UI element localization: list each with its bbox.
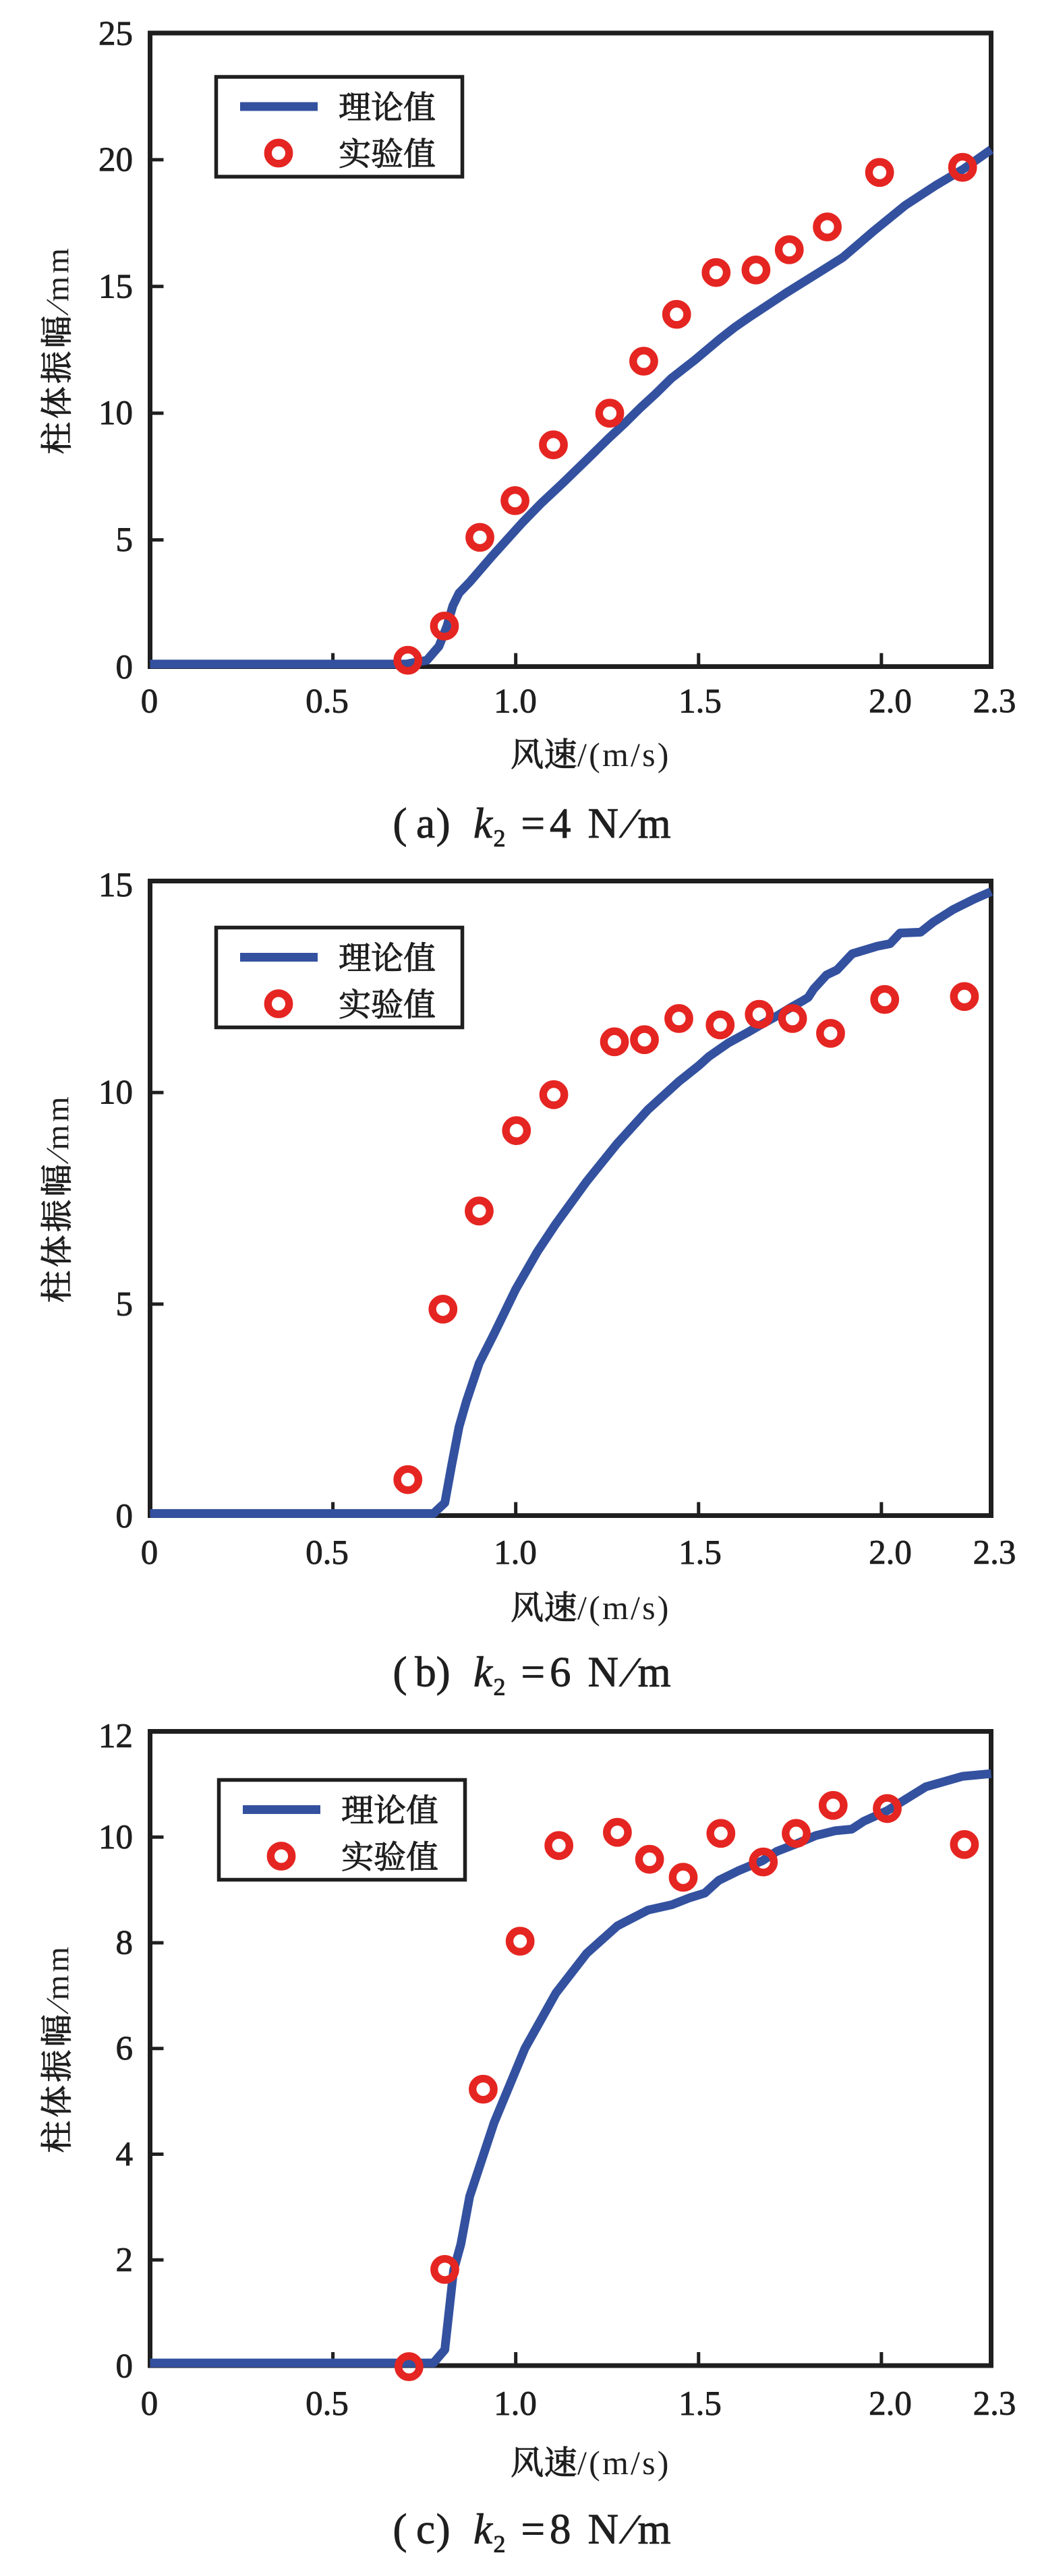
svg-text:N: N [588,2506,619,2553]
svg-text:15: 15 [98,268,133,305]
svg-text:0: 0 [116,1498,134,1535]
svg-text:15: 15 [98,867,133,904]
svg-text:2.3: 2.3 [973,1534,1016,1572]
svg-text:=: = [521,2506,546,2553]
svg-text:m: m [638,2506,671,2553]
svg-text:4: 4 [550,800,571,847]
svg-text:10: 10 [98,1819,133,1856]
svg-text:10: 10 [98,394,133,432]
svg-text:5: 5 [116,521,134,559]
svg-text:0.5: 0.5 [306,1534,349,1572]
svg-text:c: c [416,2506,435,2553]
svg-text:/(m/s): /(m/s) [577,2444,671,2482]
svg-text:): ) [436,2506,451,2553]
svg-text:6: 6 [116,2030,134,2068]
svg-text:(: ( [393,1649,407,1696]
svg-text:0: 0 [116,2348,134,2386]
svg-text:20: 20 [98,141,133,179]
svg-text:0: 0 [141,2385,158,2423]
svg-text:1.5: 1.5 [678,2385,722,2423]
svg-text:2: 2 [494,1674,506,1701]
svg-text:1.0: 1.0 [494,1534,537,1572]
svg-text:∕mm: ∕mm [40,1944,76,2015]
svg-text:m: m [638,1649,671,1696]
svg-text:m: m [638,800,671,847]
svg-text:N: N [588,800,619,847]
svg-text:2: 2 [494,825,506,852]
svg-text:0: 0 [141,683,158,721]
svg-text:(: ( [393,800,407,847]
svg-text:2.0: 2.0 [869,683,912,721]
svg-text:k: k [473,2506,493,2553]
svg-text:): ) [436,1649,451,1696]
svg-text:4: 4 [116,2136,134,2173]
svg-text:k: k [473,1649,493,1696]
svg-text:N: N [588,1649,619,1696]
svg-text:1.0: 1.0 [494,2385,537,2423]
svg-text:10: 10 [98,1074,133,1112]
svg-text:∕mm: ∕mm [40,1094,76,1165]
svg-text:2.0: 2.0 [869,2385,912,2423]
svg-text:2.3: 2.3 [973,683,1016,721]
svg-text:25: 25 [98,16,133,53]
svg-text:12: 12 [98,1718,133,1755]
svg-text:1.0: 1.0 [494,683,537,721]
svg-text:5: 5 [116,1285,134,1323]
svg-text:2.0: 2.0 [869,1534,912,1572]
svg-text:): ) [436,800,451,847]
svg-text:8: 8 [550,2506,571,2553]
svg-text:0.5: 0.5 [306,683,349,721]
svg-text:/(m/s): /(m/s) [577,736,671,773]
svg-text:b: b [415,1649,436,1696]
svg-text:1.5: 1.5 [678,1534,722,1572]
svg-text:0: 0 [141,1534,158,1572]
svg-text:8: 8 [116,1925,134,1962]
svg-text:1.5: 1.5 [678,683,722,721]
svg-text:2: 2 [494,2531,506,2558]
svg-text:k: k [473,800,493,847]
svg-text:2: 2 [116,2242,134,2279]
svg-text:a: a [416,800,435,847]
svg-text:2.3: 2.3 [973,2385,1016,2423]
svg-text:=: = [521,1649,546,1696]
svg-text:(: ( [393,2506,407,2553]
svg-text:0: 0 [116,649,134,686]
svg-text:6: 6 [550,1649,571,1696]
svg-text:∕mm: ∕mm [40,245,76,316]
svg-text:=: = [521,800,546,847]
svg-text:0.5: 0.5 [306,2385,349,2423]
svg-text:/(m/s): /(m/s) [577,1589,671,1627]
